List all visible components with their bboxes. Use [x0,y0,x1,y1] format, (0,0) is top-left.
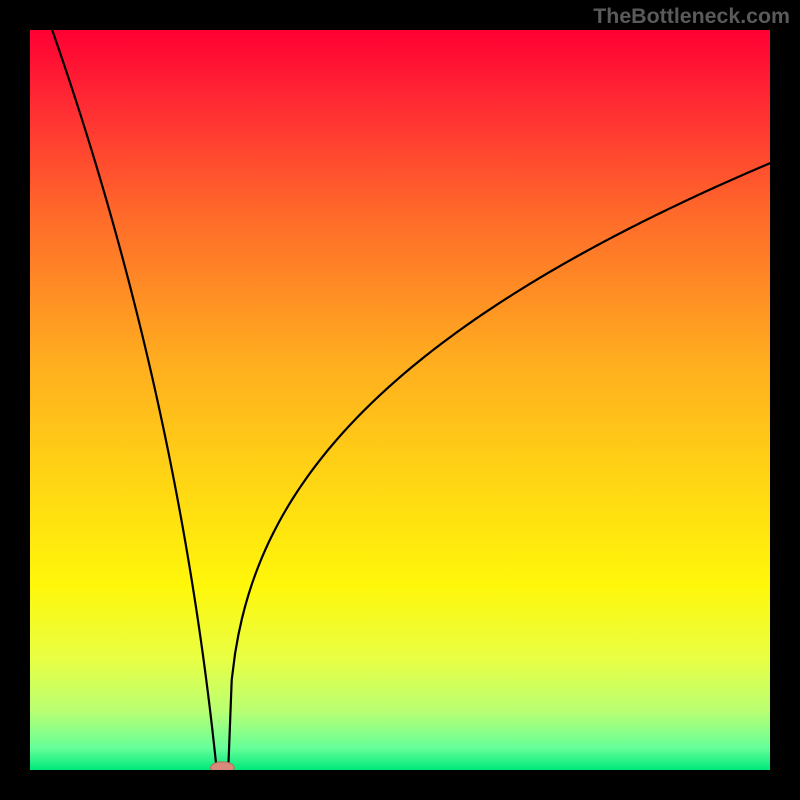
bottleneck-chart [0,0,800,800]
chart-stage: TheBottleneck.com [0,0,800,800]
plot-background [30,30,770,770]
